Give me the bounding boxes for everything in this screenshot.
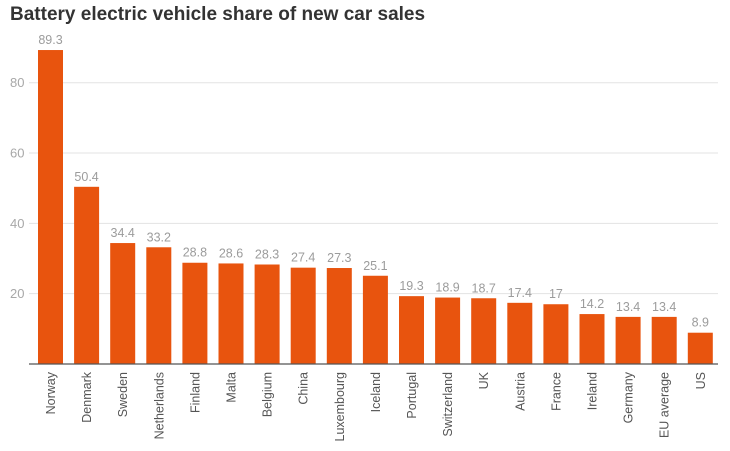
y-tick-label: 20	[10, 286, 24, 301]
bar	[615, 316, 641, 364]
data-label: 18.7	[472, 281, 496, 295]
bar	[471, 298, 497, 364]
x-tick-label: Denmark	[80, 371, 94, 422]
x-tick-label: China	[297, 372, 311, 405]
bar	[218, 263, 244, 364]
bar	[74, 186, 100, 364]
x-tick-label: EU average	[658, 372, 672, 438]
bars	[38, 50, 713, 364]
bar	[110, 243, 136, 364]
bar	[290, 267, 316, 364]
y-tick-label: 40	[10, 216, 24, 231]
data-label: 8.9	[692, 316, 709, 330]
data-label: 28.8	[183, 246, 207, 260]
data-label: 14.2	[580, 297, 604, 311]
data-label: 34.4	[111, 226, 135, 240]
x-tick-label: Finland	[188, 372, 202, 413]
bar	[687, 332, 713, 364]
x-tick-label: Sweden	[116, 372, 130, 417]
y-tick-label: 60	[10, 146, 24, 161]
bar	[507, 302, 533, 364]
x-tick-label: Norway	[44, 371, 58, 414]
data-label: 28.6	[219, 246, 243, 260]
x-tick-label: Switzerland	[441, 372, 455, 437]
x-tick-label: Malta	[225, 372, 239, 403]
x-tick-label: Austria	[513, 372, 527, 411]
bar	[579, 314, 605, 364]
bar	[326, 268, 352, 364]
bar	[38, 50, 63, 364]
bar	[254, 264, 280, 364]
data-label: 17	[549, 287, 563, 301]
data-label: 17.4	[508, 286, 532, 300]
data-label: 28.3	[255, 248, 279, 262]
chart-title: Battery electric vehicle share of new ca…	[10, 4, 426, 25]
x-tick-label: Iceland	[369, 372, 383, 412]
bar	[543, 304, 569, 364]
bar	[399, 296, 424, 364]
x-tick-label: US	[694, 372, 708, 389]
x-axis-ticks: Norway Denmark Sweden Netherlands Finland Mal…	[44, 371, 708, 441]
data-labels: 89.3 50.4 34.4 33.2 28.8 28.6 28.3 27.4 27.3 25.1…	[38, 33, 709, 330]
data-label: 25.1	[363, 259, 387, 273]
x-tick-label: France	[549, 372, 563, 411]
bar	[651, 316, 677, 364]
bar	[146, 247, 172, 364]
data-label: 13.4	[616, 300, 640, 314]
data-label: 18.9	[435, 281, 459, 295]
x-tick-label: Netherlands	[152, 372, 166, 439]
data-label: 13.4	[652, 300, 676, 314]
x-tick-label: UK	[477, 371, 491, 389]
data-label: 33.2	[147, 230, 171, 244]
data-label: 50.4	[74, 170, 98, 184]
bar	[435, 297, 461, 364]
bar	[362, 275, 388, 364]
data-label: 27.4	[291, 251, 315, 265]
data-label: 27.3	[327, 251, 351, 265]
x-tick-label: Germany	[622, 371, 636, 423]
x-tick-label: Belgium	[261, 372, 275, 417]
x-tick-label: Ireland	[586, 372, 600, 410]
bar	[182, 262, 208, 364]
y-axis-ticks: 20 40 60 80	[10, 75, 24, 301]
data-label: 19.3	[399, 279, 423, 293]
x-tick-label: Portugal	[405, 372, 419, 419]
y-tick-label: 80	[10, 75, 24, 90]
x-tick-label: Luxembourg	[333, 372, 347, 442]
data-label: 89.3	[38, 33, 62, 47]
